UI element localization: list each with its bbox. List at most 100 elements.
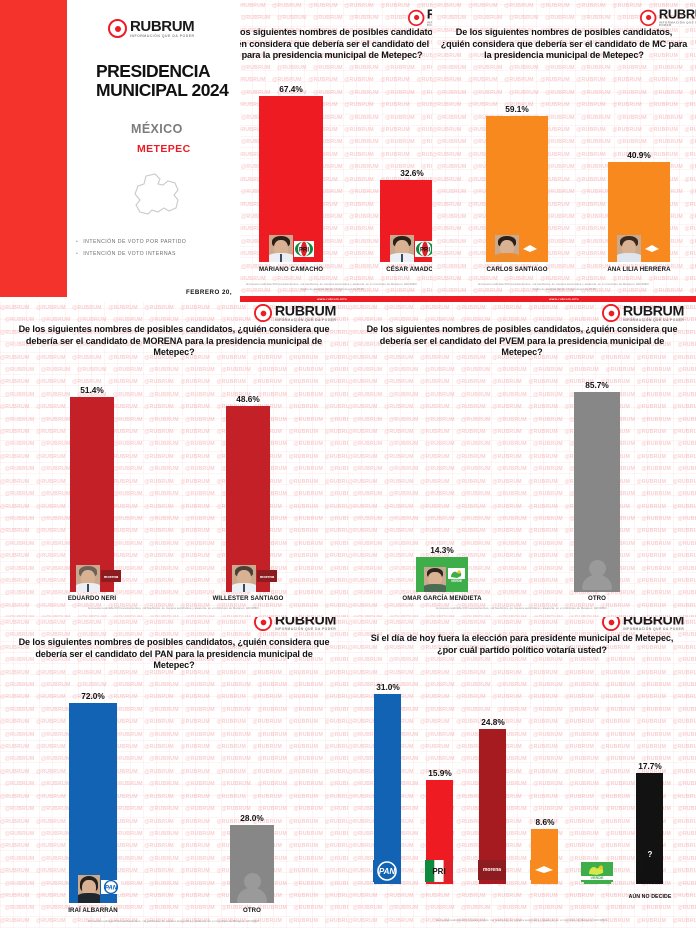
candidate-photo-0 [78, 875, 100, 903]
cover-red-stripe [0, 0, 67, 297]
svg-text:PRI: PRI [299, 248, 309, 254]
chart-footnote-1: Encuesta realizada 600 levantamientos, v… [246, 282, 418, 286]
cover-slide: RUBRUM INFORMACIÓN QUE DA PODER PRESIDEN… [0, 0, 240, 302]
rubrum-logo: RUBRUM INFORMACIÓN QUE DA PODER [254, 304, 337, 323]
bar-1 [226, 406, 270, 592]
bar-value-1: 85.7% [585, 380, 609, 390]
bar-value-1: 48.6% [236, 394, 260, 404]
bar-1 [574, 392, 620, 592]
bar-0 [259, 96, 323, 262]
brand-name: RUBRUM [274, 617, 336, 629]
chart-slide-pan: @RUBRUM @RUBRUM @RUBRUM @RUBRUM @RUBRUM … [0, 617, 348, 928]
chart-title: De los siguientes nombres de posibles ca… [18, 637, 330, 671]
candidate-photo-1 [390, 235, 414, 262]
chart-title: De los siguientes nombres de posibles ca… [18, 324, 330, 358]
question-mark-icon: ? [647, 850, 653, 859]
svg-text:PRI: PRI [432, 867, 445, 876]
rubrum-mark-icon [640, 9, 657, 26]
cover-date: FEBRERO 20, [186, 289, 233, 296]
bar-value-0: 51.4% [80, 385, 104, 395]
brand-name: RUBRUM [658, 7, 696, 22]
rubrum-mark-icon [602, 617, 621, 632]
bar-morena [479, 729, 506, 884]
brand-tagline: INFORMACIÓN QUE DA PODER [130, 34, 195, 38]
candidate-photo-0 [76, 565, 100, 592]
chart-title: Si el día de hoy fuera la elección para … [370, 633, 674, 655]
person-silhouette-icon [582, 560, 612, 617]
footer-red-bar: www.rubrum.info [432, 296, 696, 302]
cover-title-line2: MUNICIPAL 2024 [96, 80, 229, 100]
bar-value-aun-no-decide: 17.7% [638, 761, 662, 771]
brand-name: RUBRUM [622, 617, 684, 629]
cover-bullets: INTENCIÓN DE VOTO POR PARTIDO INTENCIÓN … [76, 236, 186, 260]
category-label-0: OMAR GARCÍA MENDIETA [402, 595, 482, 602]
cover-bullet-0: INTENCIÓN DE VOTO POR PARTIDO [76, 236, 186, 248]
candidate-photo-1 [232, 565, 256, 592]
party-logo-morena-0: morena [101, 570, 121, 582]
chart-footnote-1: Encuesta realizada 600 levantamientos, v… [436, 606, 608, 610]
brand-tagline: INFORMACIÓN QUE DA PODER [274, 318, 337, 323]
chart-slide-intencion-partido: @RUBRUM @RUBRUM @RUBRUM @RUBRUM @RUBRUM … [348, 617, 696, 928]
category-label-1: WILLESTER SANTIAGO [212, 595, 284, 602]
bar-value-0: 14.3% [430, 545, 454, 555]
rubrum-mark-icon [254, 617, 273, 632]
bar-value-0: 59.1% [505, 104, 529, 114]
party-logo-pri-1: PRI [415, 241, 435, 257]
cover-bullet-1: INTENCIÓN DE VOTO INTERNAS [76, 248, 186, 260]
chart-footnote-1: Encuesta realizada 600 levantamientos, v… [436, 918, 608, 922]
chart-footnote-2: Fecha de levantamiento: 19 de febrero de… [532, 287, 596, 291]
brand-name: RUBRUM [130, 18, 195, 35]
metepec-map-icon [122, 170, 192, 225]
brand-name: RUBRUM [622, 303, 684, 320]
party-logo-pan: PAN [373, 860, 401, 882]
chart-slide-morena: @RUBRUM @RUBRUM @RUBRUM @RUBRUM @RUBRUM … [0, 302, 348, 617]
bar-value-0: 72.0% [81, 691, 105, 701]
rubrum-mark-icon [602, 304, 621, 323]
rubrum-mark-icon [108, 19, 127, 39]
party-logo-morena-1: morena [257, 570, 277, 582]
party-logo-mc-1 [643, 243, 661, 255]
rubrum-mark-icon [408, 9, 425, 26]
cover-title-line1: PRESIDENCIA [96, 61, 211, 81]
chart-slide-mc: @RUBRUM @RUBRUM @RUBRUM @RUBRUM @RUBRUM … [432, 0, 696, 302]
party-logo-pan-0: PAN [101, 880, 121, 894]
rubrum-logo: RUBRUM INFORMACIÓN QUE DA PODER [254, 617, 337, 632]
person-silhouette-icon [237, 873, 267, 928]
chart-title: De los siguientes nombres de posibles ca… [217, 27, 447, 61]
bar-0 [69, 703, 117, 903]
cover-city: METEPEC [137, 143, 191, 155]
category-label-0: IRAÍ ALBARRÁN [68, 907, 118, 914]
candidate-photo-0 [424, 567, 446, 592]
bar-value-mc: 8.6% [535, 817, 555, 827]
rubrum-logo: RUBRUM INFORMACIÓN QUE DA PODER [602, 303, 685, 323]
candidate-photo-0 [269, 235, 293, 262]
brand-tagline: INFORMACIÓN QUE DA PODER [622, 627, 685, 632]
chart-footnote-1: Encuesta realizada 600 levantamientos, v… [88, 919, 260, 923]
bar-value-pan: 31.0% [376, 682, 400, 692]
party-logo-verde: VERDE [581, 862, 613, 882]
bar-0 [70, 397, 114, 592]
bar-value-morena: 24.8% [481, 717, 505, 727]
party-logo-mc-0 [521, 243, 539, 255]
rubrum-logo: RUBRUM INFORMACIÓN QUE DA PODER [602, 617, 685, 632]
chart-title: De los siguientes nombres de posibles ca… [366, 324, 678, 358]
category-label-1: OTRO [587, 595, 606, 602]
brand-website: www.rubrum.info [317, 297, 347, 301]
category-label-1: OTRO [242, 907, 261, 914]
bar-value-0: 67.4% [279, 84, 303, 94]
brand-tagline: INFORMACIÓN QUE DA PODER [622, 318, 685, 323]
bar-pan [374, 694, 401, 884]
category-label-0: CARLOS SANTIAGO [486, 266, 548, 273]
brand-tagline: INFORMACIÓN QUE DA PODER [274, 627, 337, 632]
brand-website: www.rubrum.info [549, 297, 579, 301]
bar-value-1: 40.9% [627, 150, 651, 160]
rubrum-mark-icon [254, 304, 273, 323]
party-logo-pri: PRI [425, 860, 453, 882]
category-label-aun-no-decide: AÚN NO DECIDE [628, 894, 672, 900]
chart-footnote-1: Encuesta realizada 600 levantamientos, v… [88, 606, 260, 610]
person-silhouette-icon [637, 857, 663, 928]
candidate-photo-1 [617, 235, 641, 262]
category-label-1: CÉSAR AMADOR [386, 266, 438, 273]
bar-value-pri: 15.9% [428, 768, 452, 778]
